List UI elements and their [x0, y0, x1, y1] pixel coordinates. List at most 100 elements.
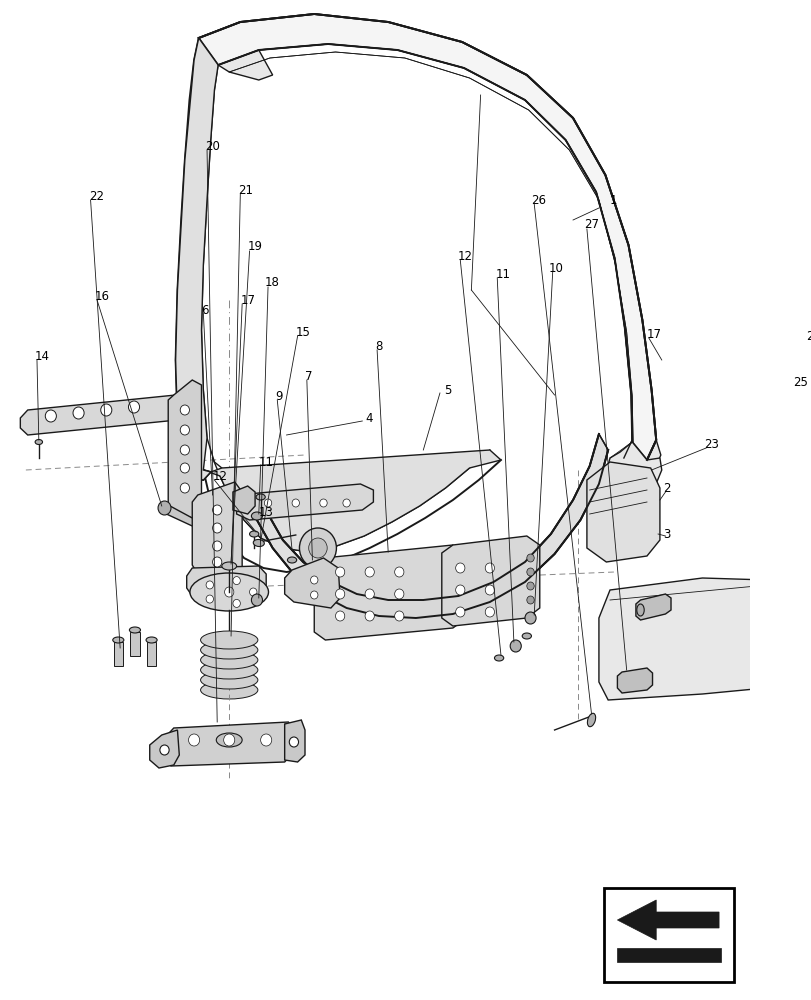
Ellipse shape	[146, 637, 157, 643]
Ellipse shape	[636, 604, 643, 616]
Circle shape	[264, 499, 272, 507]
Circle shape	[310, 576, 318, 584]
Text: 11: 11	[259, 456, 273, 468]
Circle shape	[342, 499, 350, 507]
Polygon shape	[130, 632, 139, 656]
Ellipse shape	[200, 661, 258, 679]
Text: 8: 8	[375, 340, 382, 353]
Text: 11: 11	[495, 267, 510, 280]
Ellipse shape	[255, 494, 265, 500]
Polygon shape	[175, 38, 218, 480]
Circle shape	[45, 410, 56, 422]
Circle shape	[335, 611, 345, 621]
Circle shape	[212, 523, 221, 533]
Ellipse shape	[494, 655, 503, 661]
Circle shape	[320, 499, 327, 507]
Ellipse shape	[113, 637, 124, 643]
Circle shape	[225, 587, 234, 597]
Text: 12: 12	[457, 249, 472, 262]
Circle shape	[180, 463, 189, 473]
Circle shape	[233, 577, 240, 585]
Circle shape	[335, 567, 345, 577]
Polygon shape	[114, 642, 122, 666]
Circle shape	[160, 745, 169, 755]
Text: 7: 7	[305, 369, 312, 382]
Text: 17: 17	[646, 328, 661, 340]
Polygon shape	[20, 395, 181, 435]
Ellipse shape	[35, 440, 42, 444]
Polygon shape	[603, 442, 661, 512]
Circle shape	[526, 568, 534, 576]
Circle shape	[101, 404, 112, 416]
Circle shape	[310, 591, 318, 599]
Text: 4: 4	[365, 412, 372, 424]
Circle shape	[212, 541, 221, 551]
Polygon shape	[233, 486, 255, 514]
Text: 1: 1	[609, 194, 616, 207]
Polygon shape	[761, 590, 796, 622]
Circle shape	[212, 505, 221, 515]
Polygon shape	[441, 536, 539, 626]
Circle shape	[223, 734, 234, 746]
Circle shape	[206, 595, 213, 603]
Ellipse shape	[129, 627, 140, 633]
Circle shape	[485, 585, 494, 595]
Circle shape	[526, 554, 534, 562]
Circle shape	[394, 589, 403, 599]
Polygon shape	[616, 900, 719, 940]
Circle shape	[394, 567, 403, 577]
Ellipse shape	[200, 651, 258, 669]
Text: 22: 22	[88, 190, 104, 202]
Ellipse shape	[251, 512, 262, 520]
Ellipse shape	[200, 681, 258, 699]
Circle shape	[365, 567, 374, 577]
Polygon shape	[236, 484, 373, 520]
Text: 24: 24	[805, 330, 811, 342]
Circle shape	[335, 589, 345, 599]
Text: 18: 18	[264, 276, 279, 290]
Text: 3: 3	[663, 528, 670, 540]
Polygon shape	[192, 482, 242, 590]
Circle shape	[526, 582, 534, 590]
Circle shape	[233, 599, 240, 607]
Text: 2: 2	[663, 482, 671, 494]
Circle shape	[394, 611, 403, 621]
Circle shape	[509, 640, 521, 652]
Circle shape	[292, 499, 299, 507]
Polygon shape	[166, 505, 201, 526]
Text: 21: 21	[238, 184, 253, 196]
Circle shape	[128, 401, 139, 413]
Circle shape	[188, 734, 200, 746]
Ellipse shape	[216, 733, 242, 747]
Circle shape	[251, 594, 262, 606]
Polygon shape	[247, 434, 607, 618]
Ellipse shape	[287, 557, 296, 563]
Text: 27: 27	[583, 219, 599, 232]
Circle shape	[249, 588, 256, 596]
Polygon shape	[203, 450, 500, 552]
Ellipse shape	[200, 631, 258, 649]
Polygon shape	[599, 578, 775, 700]
Polygon shape	[147, 642, 156, 666]
Text: 10: 10	[548, 261, 563, 274]
Circle shape	[485, 563, 494, 573]
Circle shape	[73, 407, 84, 419]
FancyBboxPatch shape	[603, 888, 733, 982]
Circle shape	[180, 445, 189, 455]
Polygon shape	[635, 594, 670, 620]
Polygon shape	[645, 440, 660, 472]
Circle shape	[180, 405, 189, 415]
Polygon shape	[285, 558, 340, 608]
Text: 5: 5	[443, 383, 450, 396]
Circle shape	[455, 607, 465, 617]
Polygon shape	[616, 948, 720, 962]
Text: 17: 17	[240, 294, 255, 306]
Ellipse shape	[200, 671, 258, 689]
Polygon shape	[187, 566, 266, 598]
Circle shape	[455, 563, 465, 573]
Circle shape	[299, 528, 336, 568]
Circle shape	[203, 577, 212, 587]
Circle shape	[212, 557, 221, 567]
Circle shape	[289, 737, 298, 747]
Polygon shape	[168, 380, 201, 518]
